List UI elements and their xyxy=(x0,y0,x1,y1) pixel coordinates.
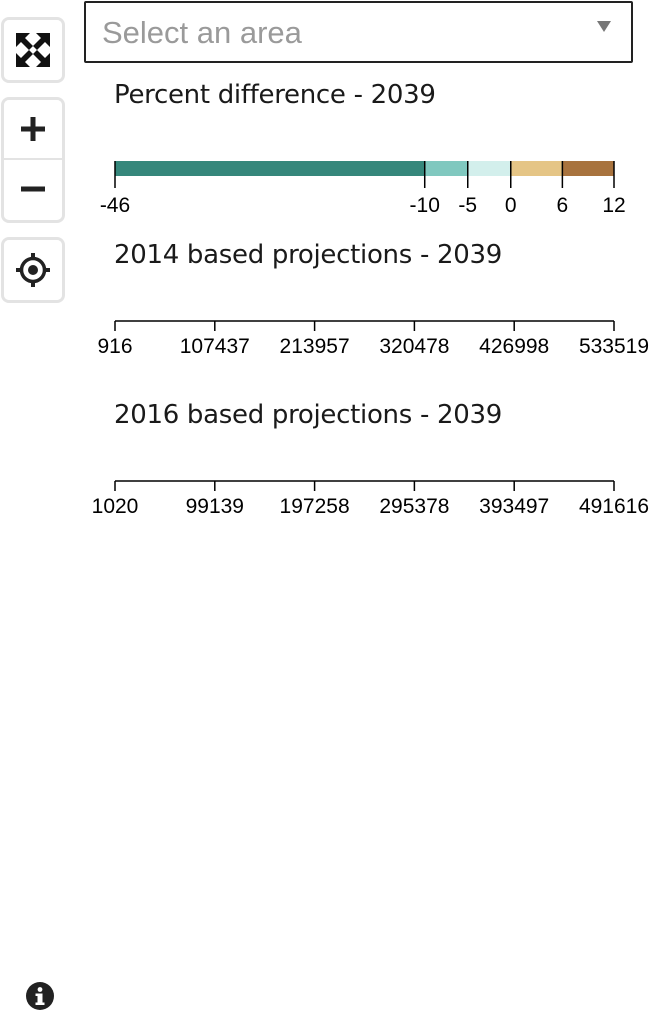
axis-tick-label: 393497 xyxy=(479,495,549,518)
bin-tick-label: 0 xyxy=(505,194,517,217)
axis-tick-label: 99139 xyxy=(186,495,244,518)
triangle-down-icon[interactable] xyxy=(597,21,611,32)
bin-tick-label: 12 xyxy=(602,194,625,217)
plus-icon xyxy=(21,117,45,141)
bin-tick-label: -46 xyxy=(100,194,130,217)
axis-tick-label: 491616 xyxy=(579,495,649,518)
fullscreen-arrows-icon xyxy=(16,33,50,67)
axis-tick-label: 320478 xyxy=(379,335,449,358)
color-bin xyxy=(510,161,563,176)
color-bin xyxy=(562,161,614,176)
fullscreen-control xyxy=(1,17,65,83)
fullscreen-button[interactable] xyxy=(4,20,62,80)
projections-2016-legend: 1020 99139 197258 295378 393497 491616 xyxy=(92,480,649,518)
locate-control xyxy=(1,237,65,303)
bin-tick-label: 6 xyxy=(557,194,569,217)
minus-icon xyxy=(21,186,45,192)
bin-tick-label: -5 xyxy=(458,194,477,217)
axis-tick-label: 295378 xyxy=(379,495,449,518)
bin-tick-label: -10 xyxy=(410,194,440,217)
area-select[interactable]: Select an area xyxy=(84,1,633,63)
axis-tick-label: 916 xyxy=(97,335,132,358)
color-bin xyxy=(467,161,511,176)
axis-tick-label: 213957 xyxy=(280,335,350,358)
locate-button[interactable] xyxy=(4,240,62,300)
color-bin xyxy=(424,161,468,176)
area-select-placeholder: Select an area xyxy=(102,15,302,50)
info-circle-icon[interactable] xyxy=(25,981,55,1011)
axis-tick-label: 533519 xyxy=(579,335,649,358)
crosshair-locate-icon xyxy=(16,253,50,287)
axis-tick-label: 107437 xyxy=(180,335,250,358)
zoom-control xyxy=(1,97,65,223)
percent-difference-legend-title: Percent difference - 2039 xyxy=(114,80,436,110)
axis-tick-label: 426998 xyxy=(479,335,549,358)
zoom-out-button[interactable] xyxy=(4,158,62,218)
projections-2016-legend-title: 2016 based projections - 2039 xyxy=(114,400,502,430)
axis-tick-label: 197258 xyxy=(280,495,350,518)
projections-2014-legend: 916 107437 213957 320478 426998 533519 xyxy=(97,320,649,358)
percent-difference-legend: -46 -10 -5 0 6 12 xyxy=(100,161,626,217)
projections-2014-legend-title: 2014 based projections - 2039 xyxy=(114,240,502,270)
axis-tick-label: 1020 xyxy=(92,495,139,518)
color-bin xyxy=(115,161,425,176)
zoom-in-button[interactable] xyxy=(4,100,62,158)
